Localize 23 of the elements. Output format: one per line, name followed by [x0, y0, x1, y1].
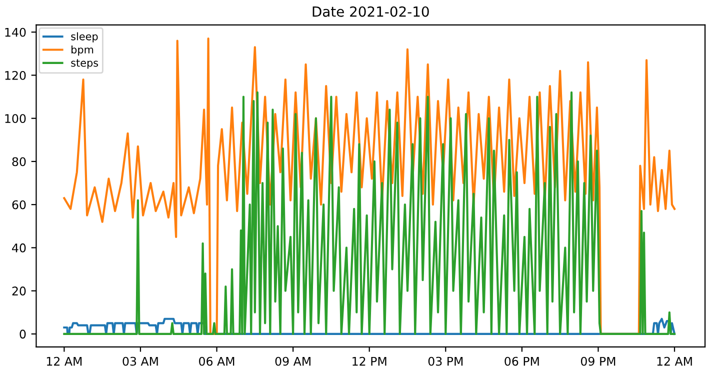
chart-title: Date 2021-02-10: [312, 6, 429, 17]
x-tick-label: 06 AM: [199, 356, 234, 366]
y-tick-label: 120: [5, 70, 26, 80]
y-tick-label: 100: [5, 114, 26, 123]
x-tick-label: 12 AM: [46, 356, 82, 366]
y-tick-label: 20: [12, 286, 26, 296]
y-tick-label: 40: [12, 243, 26, 252]
x-tick-label: 06 PM: [504, 356, 539, 366]
x-tick-label: 03 AM: [122, 356, 158, 366]
x-tick-label: 03 PM: [428, 356, 463, 366]
legend-label: sleep: [71, 32, 98, 42]
y-tick-label: 140: [5, 28, 26, 37]
line-series: [63, 91, 676, 335]
x-tick-label: 12 AM: [657, 356, 692, 366]
legend-label: steps: [71, 59, 98, 69]
x-tick-label: 09 PM: [580, 356, 616, 366]
legend-label: bpm: [72, 45, 94, 56]
line-series: [63, 318, 676, 335]
x-tick-label: 12 PM: [352, 356, 386, 366]
y-tick-label: 80: [12, 157, 26, 166]
y-tick-label: 0: [20, 330, 26, 339]
y-tick-label: 60: [12, 200, 26, 210]
x-tick-label: 09 AM: [275, 356, 310, 366]
